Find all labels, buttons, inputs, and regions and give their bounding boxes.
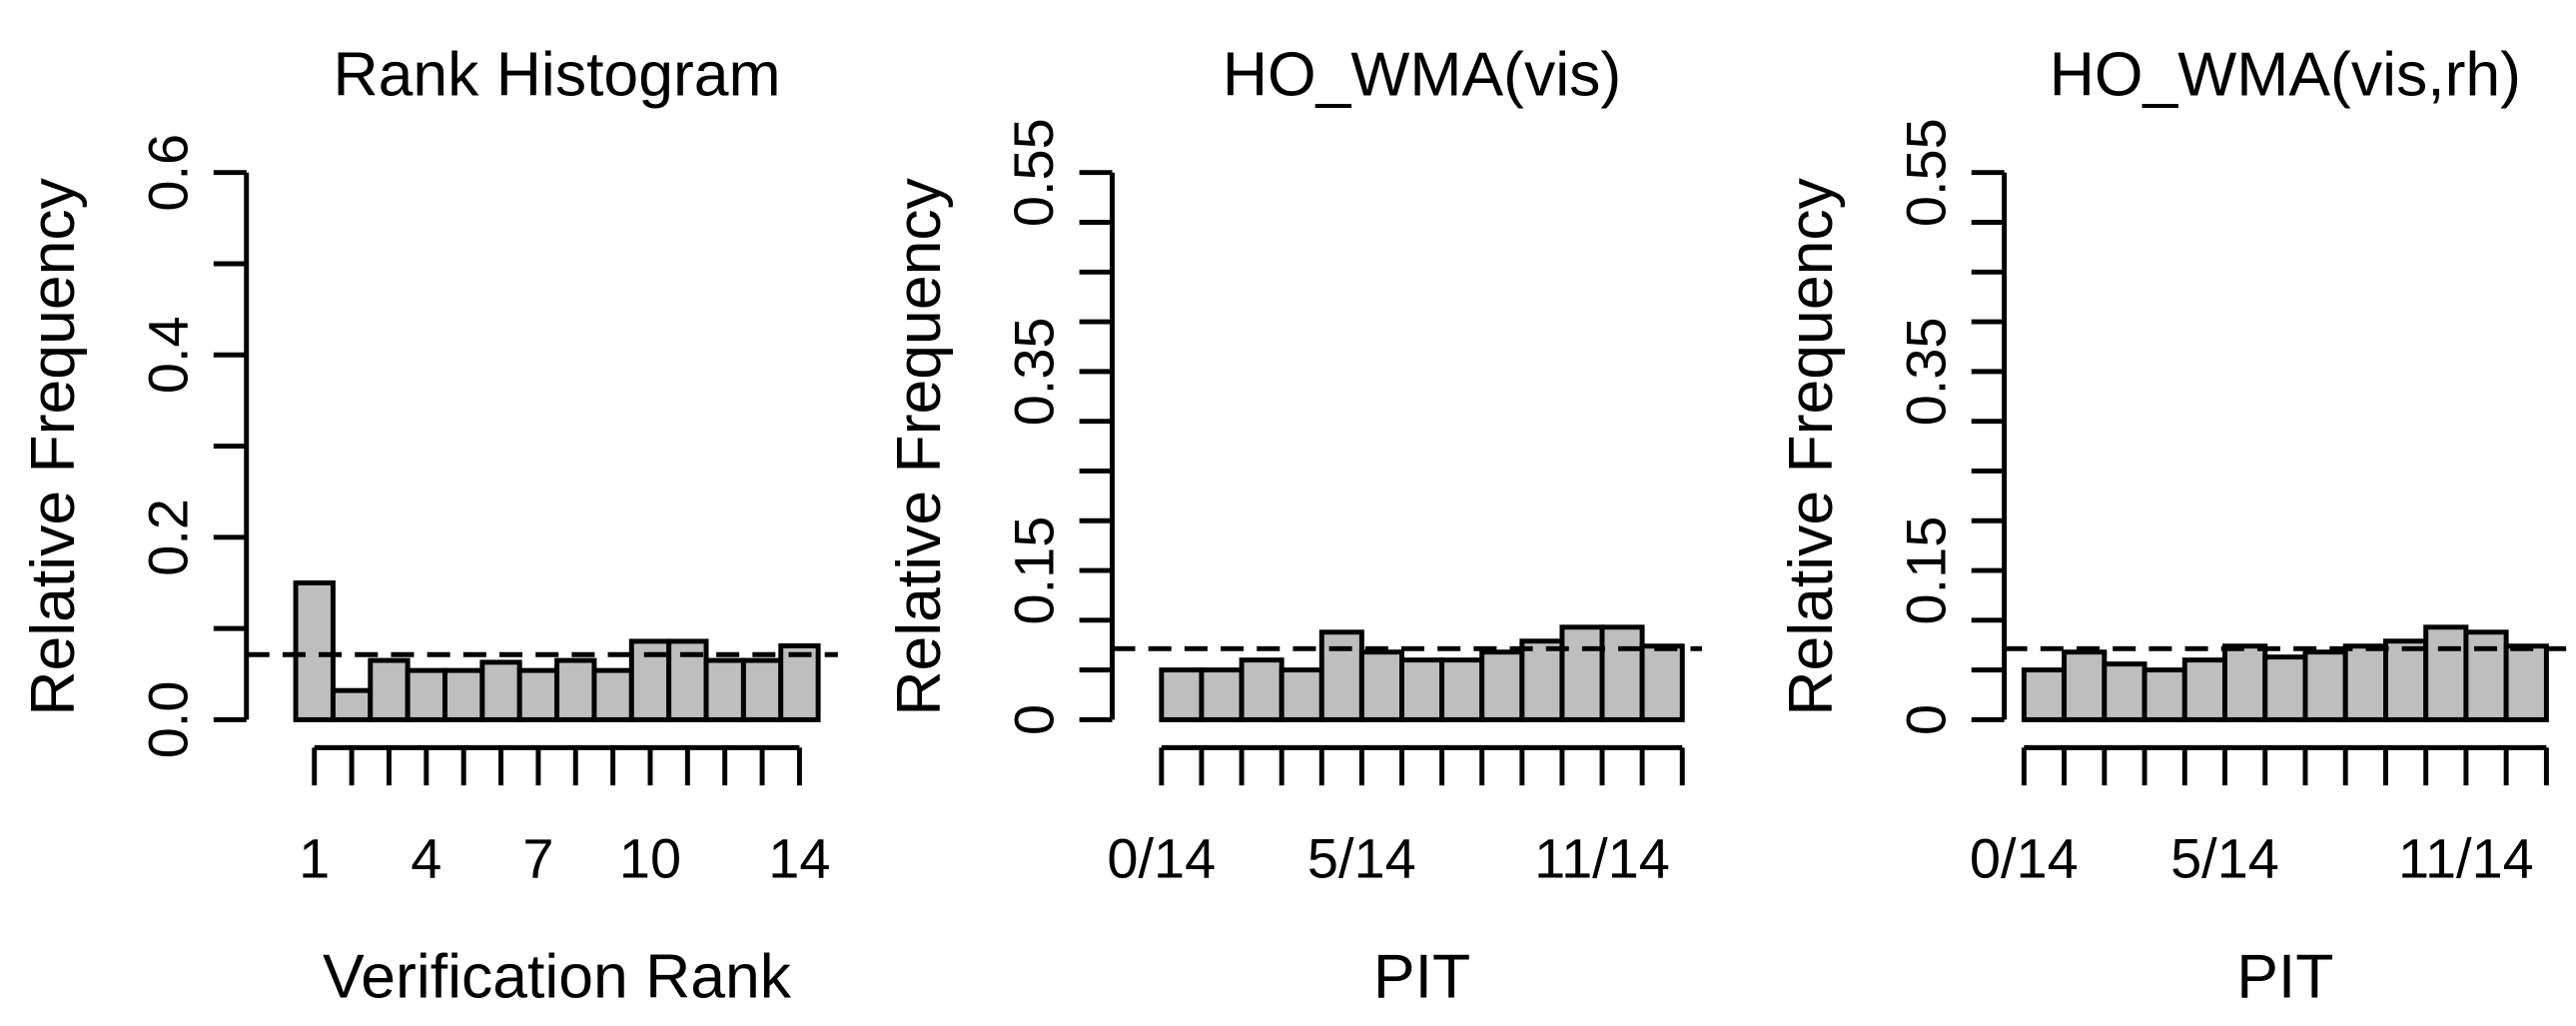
bar xyxy=(2181,657,2227,722)
bar xyxy=(1559,624,1605,722)
bar xyxy=(2222,643,2268,722)
chart-title: Rank Histogram xyxy=(334,39,781,109)
y-tick-label: 0.15 xyxy=(1002,516,1065,625)
bar xyxy=(1239,657,1285,722)
y-tick-label: 0.35 xyxy=(1002,317,1065,426)
bar xyxy=(330,687,374,722)
y-tick-label: 0.2 xyxy=(136,499,199,576)
x-tick-label: 5/14 xyxy=(1307,826,1416,889)
bar xyxy=(1599,624,1645,722)
y-axis-label: Relative Frequency xyxy=(1776,177,1846,715)
y-axis-label: Relative Frequency xyxy=(884,177,954,715)
y-tick-label: 0.4 xyxy=(136,316,199,394)
x-tick-label: 14 xyxy=(768,826,830,889)
x-axis-label: PIT xyxy=(1373,941,1470,1011)
bar xyxy=(1318,629,1364,722)
x-tick-label: 4 xyxy=(411,826,441,889)
y-tick-label: 0 xyxy=(1894,704,1957,735)
y-tick-label: 0.6 xyxy=(136,134,199,212)
bar xyxy=(1199,667,1245,722)
bar xyxy=(1519,638,1565,722)
bar xyxy=(2503,643,2549,722)
bar xyxy=(1439,657,1485,722)
bar xyxy=(703,657,746,722)
bar xyxy=(591,667,634,722)
chart-title: HO_WMA(vis,rh) xyxy=(2050,39,2521,109)
bar xyxy=(740,657,784,722)
x-tick-label: 1 xyxy=(299,826,330,889)
y-axis-label: Relative Frequency xyxy=(18,177,88,715)
x-tick-label: 11/14 xyxy=(2398,826,2534,889)
y-tick-label: 0.0 xyxy=(136,681,199,759)
bar xyxy=(2062,649,2108,722)
bar xyxy=(2302,649,2348,722)
bar xyxy=(1479,649,1525,722)
bar xyxy=(2463,629,2509,722)
bar xyxy=(2142,667,2187,722)
bar xyxy=(778,643,821,722)
x-tick-label: 10 xyxy=(619,826,681,889)
bar xyxy=(293,580,336,722)
bar xyxy=(1159,667,1205,722)
bar xyxy=(2342,643,2388,722)
y-tick-label: 0.55 xyxy=(1894,118,1957,227)
bar xyxy=(1639,643,1685,722)
bar xyxy=(479,659,522,722)
x-tick-label: 5/14 xyxy=(2170,826,2279,889)
x-axis-label: PIT xyxy=(2236,941,2333,1011)
x-tick-label: 7 xyxy=(522,826,553,889)
bar xyxy=(442,667,485,722)
y-tick-label: 0.55 xyxy=(1002,118,1065,227)
bar xyxy=(516,667,560,722)
bar xyxy=(2423,624,2469,722)
bar xyxy=(368,657,411,722)
x-axis-label: Verification Rank xyxy=(323,941,792,1011)
y-tick-label: 0 xyxy=(1002,704,1065,735)
bar xyxy=(1399,657,1445,722)
bar xyxy=(2102,661,2147,722)
x-tick-label: 0/14 xyxy=(1970,826,2079,889)
y-tick-label: 0.15 xyxy=(1894,516,1957,625)
bar xyxy=(2262,654,2308,722)
bar xyxy=(2383,638,2429,722)
chart-title: HO_WMA(vis) xyxy=(1223,39,1621,109)
bar xyxy=(1279,667,1324,722)
y-tick-label: 0.35 xyxy=(1894,317,1957,426)
bar xyxy=(554,657,597,722)
bar xyxy=(2021,667,2068,722)
bar xyxy=(1358,649,1404,722)
x-tick-label: 11/14 xyxy=(1534,826,1670,889)
bar xyxy=(405,667,447,722)
x-tick-label: 0/14 xyxy=(1107,826,1216,889)
